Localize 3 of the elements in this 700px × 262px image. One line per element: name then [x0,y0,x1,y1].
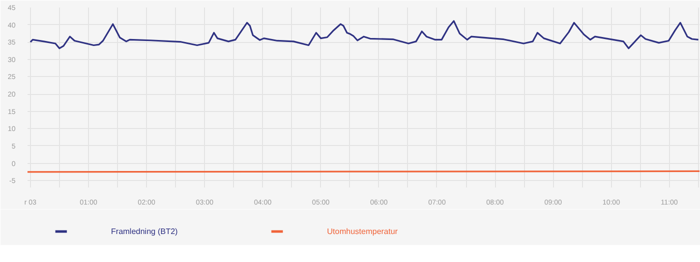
text: Utomhustemperatur [327,227,398,236]
line-series [30,20,700,50]
text: Framledning (BT2) [111,227,178,236]
